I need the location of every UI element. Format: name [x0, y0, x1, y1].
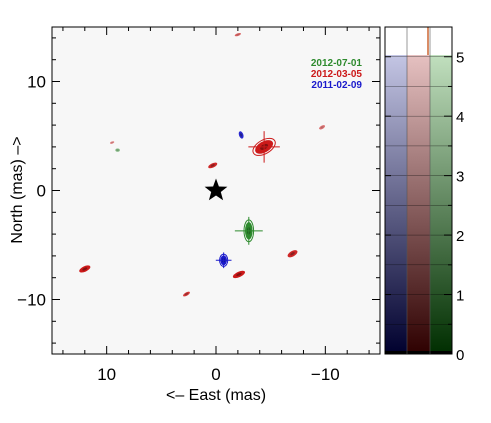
colorbar-ticks: 0 1 2 3 4 5 — [385, 50, 464, 364]
colorbar-tick-label: 2 — [456, 228, 464, 245]
colorbar-tick-label: 1 — [456, 288, 464, 305]
source-contour — [252, 137, 276, 156]
source-mark — [115, 148, 120, 152]
colorbar-frame — [384, 26, 453, 355]
source-core — [236, 272, 242, 277]
source-core — [320, 126, 324, 129]
source-mark — [79, 265, 91, 273]
legend-entry: 2011-02-09 — [311, 80, 362, 91]
colorbar-tick-label: 3 — [456, 169, 464, 186]
source-blob — [238, 131, 244, 139]
source-core — [290, 252, 295, 256]
legend-entry: 2012-03-05 — [311, 69, 363, 80]
source-mark — [287, 250, 298, 258]
source-mark — [232, 270, 246, 279]
colorbar-bands — [385, 56, 452, 354]
x-axis-title: <– East (mas) — [166, 387, 266, 404]
colorbar-tick-label: 5 — [456, 50, 464, 67]
source-mark — [208, 162, 218, 169]
y-tick-label: 10 — [27, 73, 46, 92]
colorbar-top-white — [385, 27, 452, 55]
y-tick-label: 0 — [37, 182, 46, 201]
y-tick-label: −10 — [17, 291, 46, 310]
tick-labels: 10 0 −10 10 0 −10 — [17, 73, 340, 385]
source-blob — [115, 148, 120, 152]
source-mark — [234, 32, 241, 37]
source-core — [240, 133, 243, 137]
source-core — [111, 141, 114, 144]
source-mark — [110, 141, 115, 144]
source-core — [236, 33, 240, 36]
source-mark — [238, 131, 244, 139]
colorbar-red-column — [407, 27, 430, 354]
source-blob — [287, 250, 298, 258]
x-tick-label: 10 — [97, 365, 116, 384]
legend-entry: 2012-07-01 — [311, 58, 363, 69]
colorbar-zero-band — [385, 351, 452, 354]
source-blob — [183, 291, 190, 297]
colorbar-green-column — [430, 27, 452, 354]
source-blob — [319, 125, 326, 130]
y-axis-title: North (mas) –> — [9, 136, 26, 243]
source-mark — [183, 291, 190, 297]
colorbar-blue-column — [385, 27, 407, 354]
axis-ticks — [52, 27, 380, 354]
star-layer — [204, 178, 228, 201]
source-mark — [319, 125, 326, 130]
source-blob — [110, 141, 115, 144]
source-blob — [234, 32, 241, 37]
source-core — [82, 267, 88, 271]
colorbar-tick-label: 0 — [456, 347, 464, 364]
x-tick-label: 0 — [211, 365, 220, 384]
source-core — [184, 292, 189, 296]
star-icon — [204, 178, 228, 201]
source-blob — [79, 265, 91, 273]
colorbar-tick-label: 4 — [456, 109, 464, 126]
source-blob — [208, 162, 218, 169]
source-core — [116, 149, 119, 151]
x-tick-label: −10 — [311, 365, 340, 384]
legend: 2012-07-01 2012-03-05 2011-02-09 — [311, 58, 363, 91]
source-core — [210, 164, 215, 167]
source-blob — [232, 270, 246, 279]
colorbar: 0 1 2 3 4 5 — [384, 26, 464, 364]
sources-layer — [79, 32, 326, 297]
